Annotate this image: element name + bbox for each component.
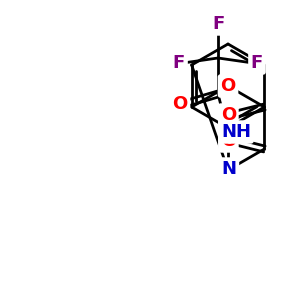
Text: O: O — [220, 77, 236, 95]
Text: NH: NH — [221, 123, 251, 141]
Text: F: F — [212, 15, 224, 33]
Text: O: O — [221, 132, 236, 150]
Text: O: O — [172, 95, 188, 113]
Text: O: O — [221, 106, 236, 124]
Text: N: N — [221, 160, 236, 178]
Text: F: F — [173, 54, 185, 72]
Text: F: F — [251, 54, 263, 72]
